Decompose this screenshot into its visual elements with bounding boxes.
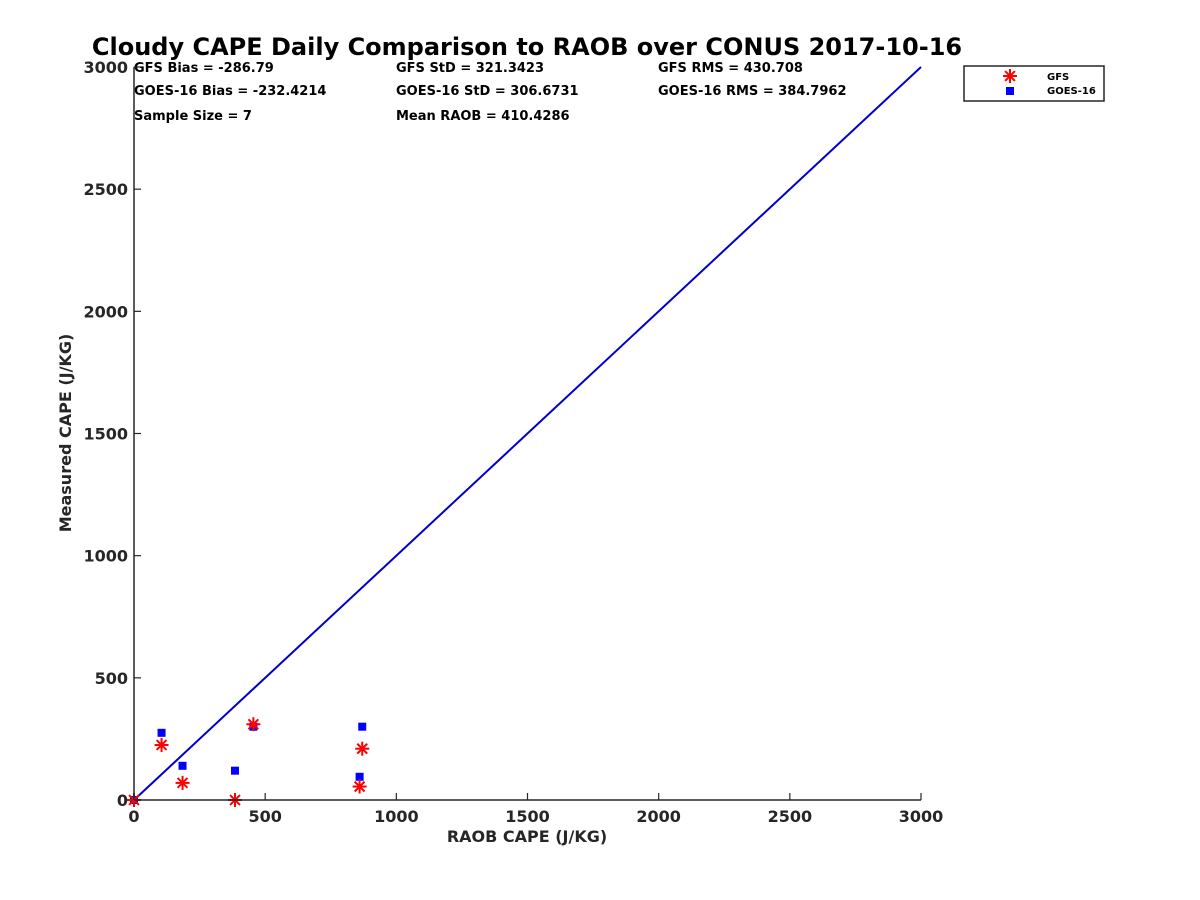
x-tick-label: 1500 xyxy=(505,807,550,826)
x-tick-label: 1000 xyxy=(374,807,419,826)
chart-title: Cloudy CAPE Daily Comparison to RAOB ove… xyxy=(92,33,962,61)
y-tick-label: 500 xyxy=(95,669,128,688)
goes16-point xyxy=(157,728,166,737)
one-to-one-line xyxy=(133,66,922,801)
stat-text: Mean RAOB = 410.4286 xyxy=(396,109,570,124)
y-tick-label: 2000 xyxy=(83,302,128,321)
x-tick-label: 2000 xyxy=(636,807,681,826)
legend: GFS GOES-16 xyxy=(963,65,1105,102)
goes16-point xyxy=(355,772,364,781)
stat-text: GOES-16 RMS = 384.7962 xyxy=(658,84,847,99)
gfs-point xyxy=(355,741,370,756)
x-axis-label: RAOB CAPE (J/KG) xyxy=(447,827,607,846)
stat-text: GFS StD = 321.3423 xyxy=(396,61,544,76)
y-tick-label: 3000 xyxy=(83,58,128,77)
reference-line xyxy=(133,66,922,801)
x-tick-label: 0 xyxy=(128,807,139,826)
y-tick-label: 1000 xyxy=(83,547,128,566)
legend-box xyxy=(963,65,1105,102)
stat-text: GOES-16 StD = 306.6731 xyxy=(396,84,579,99)
gfs-point xyxy=(352,779,367,794)
stat-text: GFS Bias = -286.79 xyxy=(134,61,274,76)
x-tick-label: 3000 xyxy=(899,807,944,826)
legend-label: GFS xyxy=(1047,72,1069,83)
stat-text: GFS RMS = 430.708 xyxy=(658,61,803,76)
goes16-point xyxy=(358,722,367,731)
x-tick-label: 500 xyxy=(248,807,281,826)
x-axis-ticks: 0 500 1000 1500 2000 2500 3000 xyxy=(128,793,943,826)
x-tick-label: 2500 xyxy=(768,807,813,826)
legend-gfs-marker xyxy=(1003,69,1017,83)
stat-text: GOES-16 Bias = -232.4214 xyxy=(134,84,326,99)
y-tick-label: 0 xyxy=(117,791,128,810)
statistics-block: GFS Bias = -286.79 GFS StD = 321.3423 GFS … xyxy=(134,61,847,124)
y-tick-label: 2500 xyxy=(83,180,128,199)
gfs-point xyxy=(154,738,169,753)
y-axis-ticks: 0 500 1000 1500 2000 2500 3000 xyxy=(83,58,141,810)
legend-goes16-marker xyxy=(1006,87,1014,95)
legend-label: GOES-16 xyxy=(1047,86,1096,97)
y-axis-label: Measured CAPE (J/KG) xyxy=(56,334,75,533)
y-tick-label: 1500 xyxy=(83,425,128,444)
goes16-point xyxy=(178,761,187,770)
goes16-point xyxy=(230,766,239,775)
stat-text: Sample Size = 7 xyxy=(134,109,252,124)
gfs-point xyxy=(175,775,190,790)
gfs-point xyxy=(246,717,261,732)
